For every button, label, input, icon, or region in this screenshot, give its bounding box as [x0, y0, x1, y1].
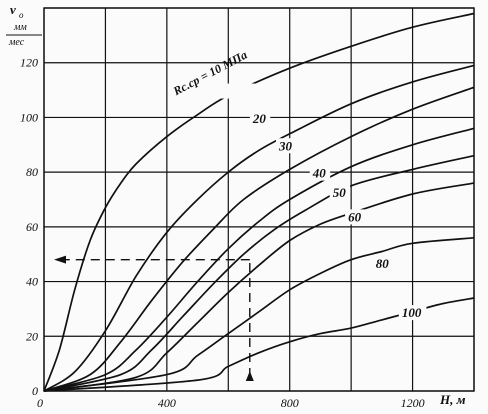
series-curve-4	[43, 154, 475, 392]
series-curve-0	[43, 12, 475, 392]
x-tick-label: 0	[37, 396, 43, 410]
guide-arrow-left	[54, 255, 66, 264]
y-tick-label: 20	[26, 329, 38, 343]
y-axis-label-symbol: v	[10, 2, 16, 17]
series-label-background	[398, 305, 427, 321]
series-label-2: 30	[278, 138, 293, 153]
series-label-background	[309, 165, 331, 181]
plot-frame	[43, 7, 475, 392]
y-axis-unit-numerator: мм	[13, 22, 27, 33]
series-label-background	[372, 255, 394, 271]
series-label-5: 60	[348, 209, 362, 224]
y-tick-label: 0	[32, 384, 38, 398]
series-curve-2	[43, 86, 475, 392]
series-label-background	[345, 209, 366, 225]
grid-layer	[43, 7, 475, 392]
y-tick-label: 80	[26, 165, 38, 179]
series-curve-6	[43, 236, 475, 392]
series-label-background	[329, 184, 351, 200]
x-axis-label: H, м	[439, 392, 466, 407]
y-axis-label-subscript: о	[19, 10, 24, 20]
series-label-background	[173, 83, 280, 99]
series-label-background	[275, 138, 297, 154]
y-axis-unit-denominator: мес	[8, 37, 25, 48]
series-label-7: 100	[402, 305, 422, 320]
series-curve-5	[43, 182, 475, 392]
y-tick-label: 120	[20, 56, 38, 70]
y-tick-label: 60	[26, 220, 38, 234]
x-tick-label: 400	[158, 396, 176, 410]
y-tick-label: 40	[26, 275, 38, 289]
y-tick-label: 100	[20, 110, 38, 124]
series-curve-3	[43, 127, 475, 392]
series-curve-1	[43, 64, 475, 392]
guide-layer	[54, 255, 254, 381]
series-label-background	[249, 110, 271, 126]
x-tick-label: 800	[281, 396, 299, 410]
series-label-3: 40	[312, 166, 327, 181]
guide-arrow-up	[245, 371, 254, 381]
x-tick-label: 1200	[401, 396, 425, 410]
series-label-4: 50	[333, 185, 347, 200]
series-label-1: 20	[252, 111, 267, 126]
series-label-6: 80	[376, 256, 390, 271]
